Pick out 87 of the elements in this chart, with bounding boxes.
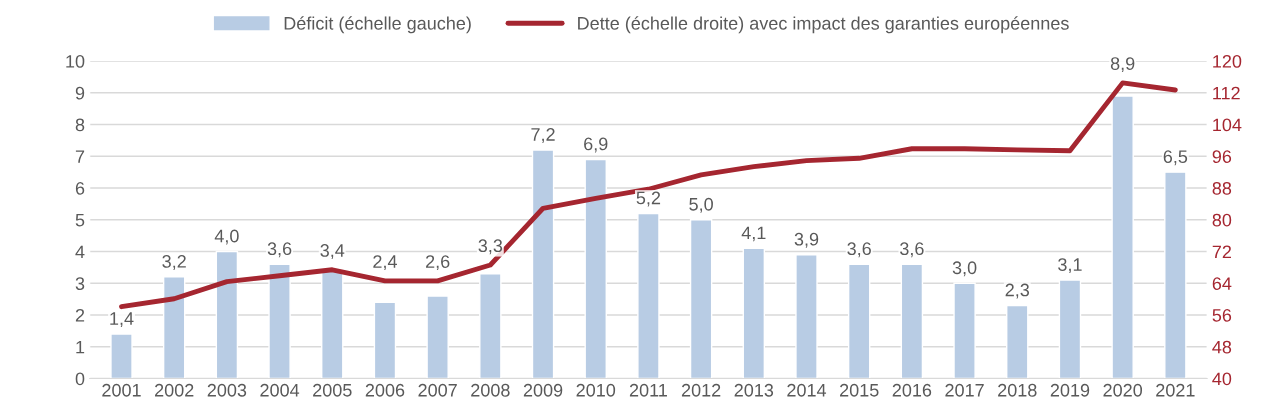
x-tick-label: 2014 — [787, 383, 827, 397]
bar — [637, 212, 660, 379]
y2-tick-label: 56 — [1212, 308, 1232, 322]
y2-tick-label: 96 — [1212, 150, 1232, 164]
bar — [1164, 171, 1187, 379]
x-tick-label: 2021 — [1156, 383, 1195, 397]
y-tick-label: 1 — [76, 340, 85, 354]
data-label: 3,3 — [478, 239, 503, 255]
bar — [1006, 304, 1029, 379]
x-tick-label: 2003 — [207, 383, 247, 397]
bar — [162, 276, 186, 379]
data-label: 3,9 — [794, 232, 819, 248]
y-tick-label: 4 — [75, 245, 85, 259]
bar — [1111, 95, 1134, 379]
x-tick-label: 2020 — [1103, 383, 1143, 397]
x-tick-label: 2012 — [681, 383, 721, 397]
data-label: 4,0 — [214, 229, 239, 245]
x-tick-label: 2007 — [418, 383, 457, 397]
data-label: 3,1 — [1058, 258, 1082, 274]
data-label: 7,2 — [531, 128, 555, 143]
x-tick-label: 2016 — [892, 383, 932, 397]
x-tick-label: 2013 — [734, 383, 774, 397]
data-label: 6,5 — [1163, 150, 1188, 166]
data-label: 6,9 — [584, 137, 608, 153]
bar — [215, 250, 239, 379]
y2-tick-label: 48 — [1212, 340, 1232, 354]
data-label: 1,4 — [110, 312, 134, 328]
data-label: 3,2 — [162, 255, 186, 270]
data-label: 4,1 — [741, 226, 766, 242]
data-label: 3,0 — [952, 261, 977, 277]
y2-tick-label: 120 — [1213, 54, 1242, 68]
y2-tick-label: 80 — [1212, 213, 1232, 227]
y2-tick-label: 88 — [1212, 181, 1232, 195]
bar — [426, 295, 449, 379]
data-label: 5,2 — [636, 191, 661, 207]
bar — [479, 273, 502, 379]
x-tick-label: 2015 — [840, 383, 879, 397]
y-tick-label: 3 — [75, 277, 85, 290]
y-tick-label: 2 — [75, 308, 85, 322]
y2-tick-label: 72 — [1212, 245, 1231, 259]
data-label: 8,9 — [1110, 57, 1135, 73]
bar — [847, 263, 871, 379]
bar — [531, 149, 555, 379]
bar — [373, 301, 397, 379]
bar — [268, 263, 291, 379]
x-tick-label: 2002 — [155, 383, 194, 397]
y2-tick-label: 64 — [1212, 277, 1232, 290]
y-tick-label: 7 — [75, 150, 85, 163]
data-label: 2,3 — [1005, 283, 1030, 299]
legend-label: Dette (échelle droite) avec impact des garanties européennes — [578, 16, 1069, 34]
bar — [689, 219, 713, 379]
data-label: 3,6 — [847, 242, 871, 258]
x-tick-label: 2004 — [260, 383, 300, 397]
y2-tick-label: 104 — [1213, 118, 1242, 132]
bar — [953, 282, 976, 379]
x-tick-label: 2017 — [945, 383, 984, 397]
y-tick-label: 9 — [75, 86, 85, 100]
y-tick-label: 8 — [75, 118, 85, 132]
bar — [110, 333, 133, 379]
x-tick-label: 2005 — [313, 383, 352, 397]
x-tick-label: 2001 — [102, 383, 141, 397]
x-tick-label: 2009 — [523, 383, 563, 397]
x-tick-label: 2008 — [471, 383, 510, 397]
data-label: 3,6 — [900, 242, 924, 258]
y-tick-label: 5 — [75, 213, 85, 227]
bar — [900, 263, 924, 379]
y2-tick-label: 112 — [1213, 86, 1240, 100]
y2-tick-label: 40 — [1212, 372, 1232, 386]
data-label: 2,4 — [373, 255, 397, 271]
y-tick-label: 10 — [66, 54, 85, 68]
x-tick-label: 2010 — [576, 383, 616, 397]
x-tick-label: 2018 — [998, 383, 1037, 397]
bar — [795, 254, 818, 379]
bar — [584, 158, 607, 379]
data-label: 3,4 — [320, 244, 345, 259]
x-tick-label: 2011 — [629, 383, 667, 397]
y-tick-label: 0 — [75, 372, 85, 386]
y-tick-label: 6 — [75, 181, 85, 195]
data-label: 5,0 — [689, 197, 713, 213]
data-label: 2,6 — [426, 255, 450, 271]
x-tick-label: 2019 — [1050, 383, 1090, 397]
bar — [742, 247, 766, 379]
data-label: 3,6 — [267, 242, 292, 258]
bar — [1058, 279, 1082, 379]
legend-label: Déficit (échelle gauche) — [284, 16, 471, 34]
x-tick-label: 2006 — [365, 383, 405, 397]
bar — [321, 269, 344, 379]
